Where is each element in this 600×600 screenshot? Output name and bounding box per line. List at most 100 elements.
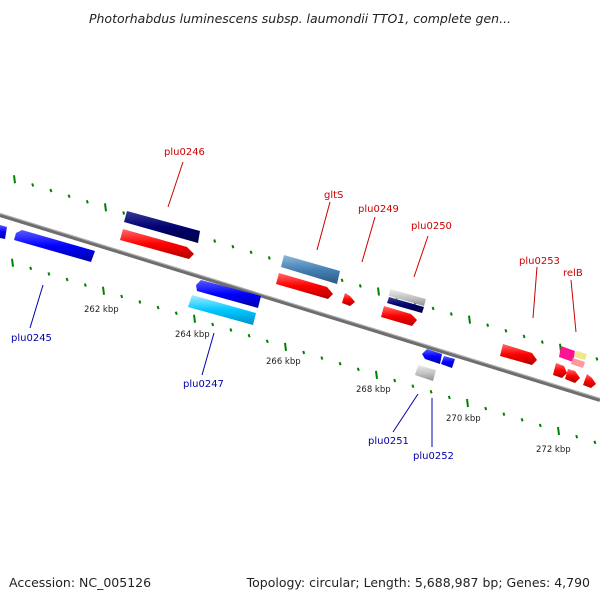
inner-tick [247, 333, 251, 338]
outer-tick [231, 244, 235, 249]
gene-red-small-2[interactable] [565, 369, 580, 383]
inner-tick [520, 417, 524, 422]
inner-tick [557, 426, 560, 436]
inner-tick [284, 342, 287, 352]
scale-label-266: 266 kbp [266, 357, 301, 367]
scale-label-262: 262 kbp [84, 305, 119, 315]
label-plu0247: plu0247 [183, 379, 224, 390]
gene-gltS-steel[interactable] [281, 255, 340, 284]
inner-tick [265, 339, 269, 344]
gene-plu0247-blue[interactable] [196, 280, 261, 308]
leader-relB [570, 279, 577, 333]
outer-tick [468, 315, 471, 324]
label-relB: relB [563, 268, 583, 279]
inner-tick [174, 311, 178, 316]
inner-tick [83, 283, 87, 287]
inner-tick [429, 389, 433, 394]
gene-red-small-3[interactable] [583, 374, 596, 388]
genome-backbone [0, 213, 600, 402]
outer-tick [540, 340, 544, 344]
outer-tick [67, 194, 71, 199]
inner-tick [138, 300, 142, 304]
inner-tick [229, 328, 233, 332]
gene-relB-pink[interactable] [571, 358, 585, 368]
outer-tick [431, 306, 435, 311]
inner-tick [411, 384, 415, 389]
gene-plu0250-grey[interactable] [389, 289, 426, 306]
outer-tick [249, 250, 253, 255]
inner-tick [502, 412, 506, 417]
inner-tick [302, 350, 306, 355]
leader-plu0246 [167, 161, 184, 208]
inner-tick [375, 370, 378, 380]
inner-tick [65, 277, 69, 282]
gene-plu0251-blue[interactable] [422, 349, 442, 364]
accession-text: Accession: NC_005126 [9, 575, 152, 590]
outer-tick [31, 183, 35, 187]
inner-tick [11, 258, 14, 267]
outer-tick [377, 287, 380, 296]
label-gltS: gltS [324, 190, 343, 201]
inner-tick [102, 286, 105, 295]
label-plu0251: plu0251 [368, 436, 409, 447]
inner-tick [211, 322, 215, 327]
gene-plu0250-navy[interactable] [387, 297, 424, 313]
leader-plu0249 [361, 216, 376, 263]
outer-tick [486, 323, 490, 328]
map-title: Photorhabdus luminescens subsp. laumondi… [88, 11, 512, 26]
inner-tick [575, 434, 579, 439]
scale-label-272: 272 kbp [536, 445, 571, 455]
outer-tick [340, 278, 344, 283]
outer-tick [104, 203, 107, 212]
scale-label-264: 264 kbp [175, 330, 210, 340]
outer-tick [449, 312, 453, 316]
gene-plu0250[interactable] [381, 306, 417, 326]
inner-tick [484, 406, 488, 411]
gene-relB-magenta[interactable] [559, 346, 575, 362]
inner-tick [156, 305, 160, 310]
gene-plu0247-cyan[interactable] [188, 295, 256, 325]
leader-plu0247 [201, 332, 215, 376]
outer-tick [504, 328, 508, 333]
gene-plu0251-blue-small[interactable] [441, 356, 455, 368]
inner-tick [538, 423, 542, 428]
leader-plu0250 [413, 235, 429, 278]
gene-navy-upper[interactable] [124, 211, 200, 243]
outer-tick [595, 357, 599, 361]
outer-tick [49, 188, 53, 193]
inner-tick [120, 294, 124, 299]
gene-plu0252-grey[interactable] [415, 365, 436, 381]
topology-text: Topology: circular; Length: 5,688,987 bp… [246, 575, 590, 590]
inner-tick [447, 395, 451, 400]
inner-tick [320, 356, 324, 360]
gene-plu0249[interactable] [342, 293, 355, 306]
outer-tick [122, 211, 126, 215]
inner-tick [466, 398, 469, 408]
label-plu0246: plu0246 [164, 147, 205, 158]
gene-gltS[interactable] [276, 273, 333, 299]
gene-plu0246[interactable] [120, 229, 194, 259]
inner-tick [29, 266, 33, 271]
inner-tick [193, 314, 196, 323]
scale-label-268: 268 kbp [356, 385, 391, 395]
label-plu0250: plu0250 [411, 221, 452, 232]
inner-tick [47, 272, 51, 276]
outer-tick [213, 239, 217, 243]
genome-backbone-highlight [0, 213, 600, 399]
outer-tick [267, 256, 271, 260]
label-plu0252: plu0252 [413, 451, 454, 462]
inner-tick-row [11, 258, 597, 445]
outer-tick [522, 334, 526, 339]
outer-tick [358, 284, 362, 288]
gene-plu0245[interactable] [14, 230, 95, 262]
gene-red-small-1[interactable] [553, 363, 567, 378]
scale-label-270: 270 kbp [446, 414, 481, 424]
gene-left-edge-blue[interactable] [0, 225, 7, 239]
label-plu0253: plu0253 [519, 256, 560, 267]
inner-tick [356, 367, 360, 372]
gene-relB-khaki[interactable] [574, 351, 587, 360]
gene-plu0253[interactable] [500, 344, 537, 365]
label-plu0249: plu0249 [358, 204, 399, 215]
inner-tick [593, 440, 597, 445]
